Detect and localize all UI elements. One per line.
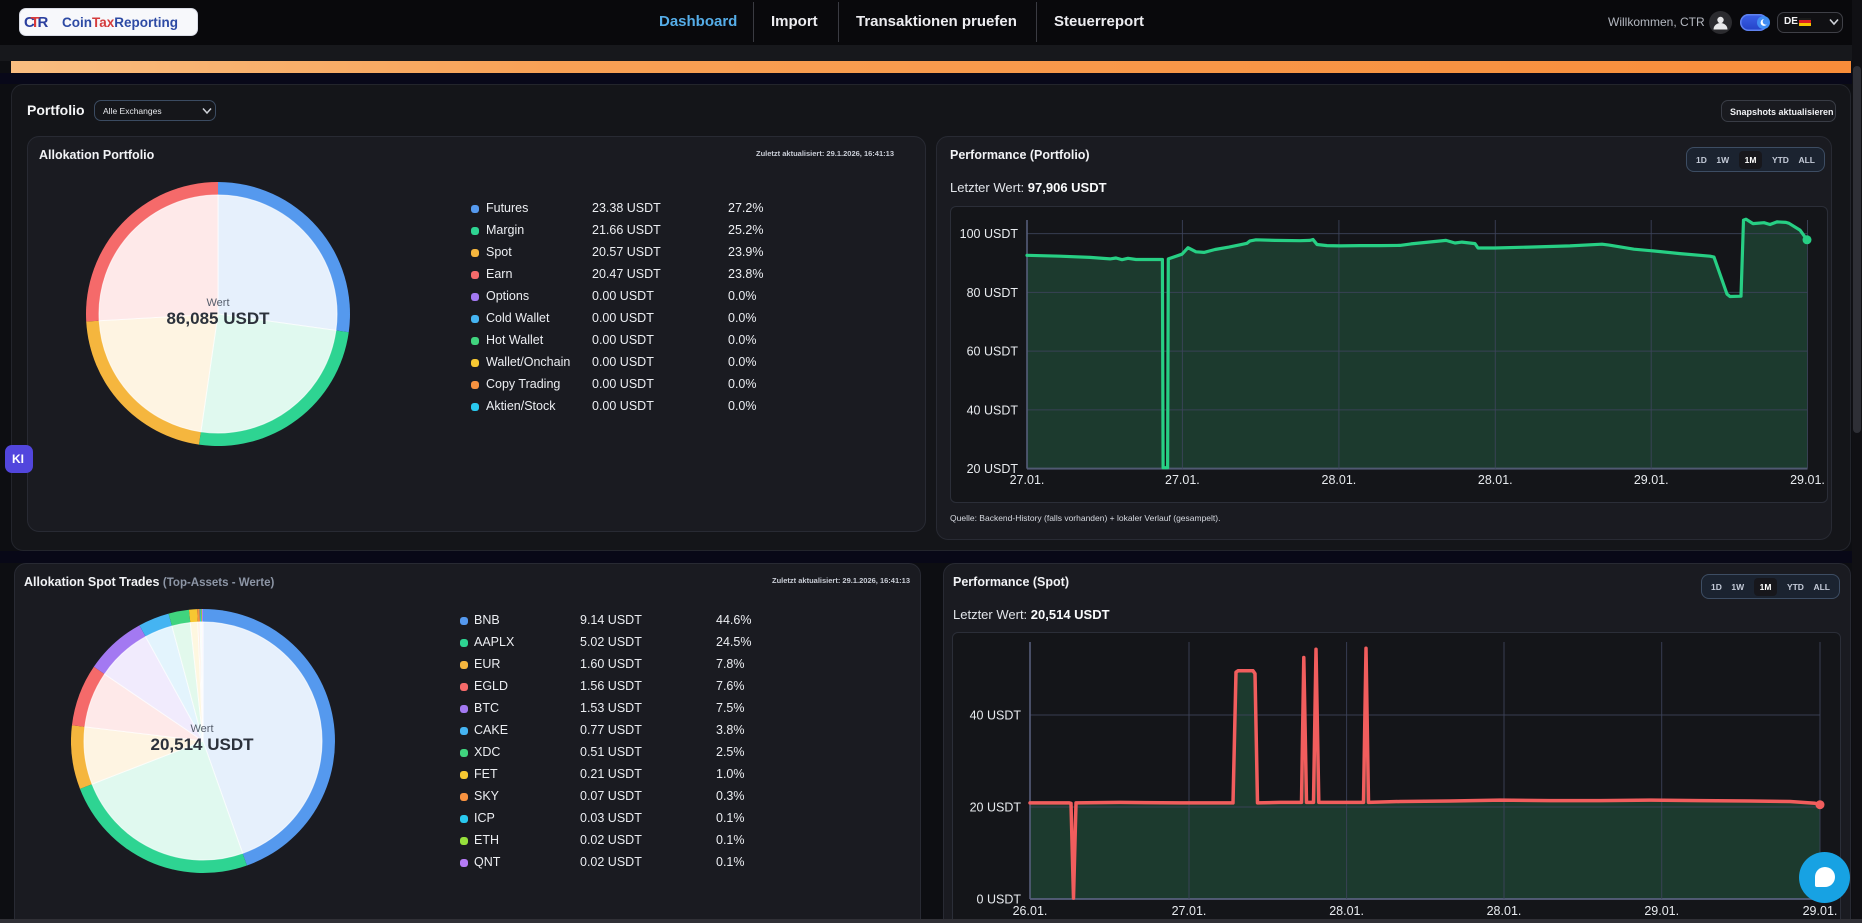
svg-text:29.01.: 29.01.: [1634, 473, 1669, 487]
svg-text:20 USDT: 20 USDT: [967, 462, 1019, 476]
svg-text:28.01.: 28.01.: [1322, 473, 1357, 487]
svg-text:28.01.: 28.01.: [1478, 473, 1513, 487]
svg-text:60 USDT: 60 USDT: [967, 345, 1019, 359]
svg-text:40 USDT: 40 USDT: [970, 709, 1022, 723]
svg-text:40 USDT: 40 USDT: [967, 403, 1019, 417]
svg-text:80 USDT: 80 USDT: [967, 286, 1019, 300]
svg-text:0 USDT: 0 USDT: [977, 893, 1022, 907]
svg-text:20 USDT: 20 USDT: [970, 801, 1022, 815]
svg-text:100 USDT: 100 USDT: [960, 227, 1019, 241]
svg-text:26.01.: 26.01.: [1013, 904, 1048, 918]
svg-text:28.01.: 28.01.: [1329, 904, 1364, 918]
svg-text:28.01.: 28.01.: [1487, 904, 1522, 918]
svg-text:29.01.: 29.01.: [1644, 904, 1679, 918]
svg-text:27.01.: 27.01.: [1172, 904, 1207, 918]
svg-text:29.01.: 29.01.: [1790, 473, 1825, 487]
svg-text:27.01.: 27.01.: [1010, 473, 1045, 487]
svg-text:27.01.: 27.01.: [1165, 473, 1200, 487]
svg-text:29.01.: 29.01.: [1803, 904, 1838, 918]
